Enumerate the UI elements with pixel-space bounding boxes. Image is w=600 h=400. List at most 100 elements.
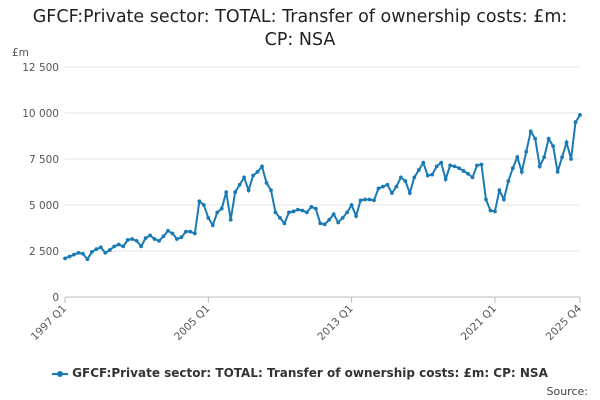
y-tick-label: 10 000 [22, 108, 59, 120]
point [452, 164, 457, 169]
point [340, 215, 345, 220]
point [497, 188, 502, 193]
point [72, 252, 76, 257]
point [94, 247, 99, 252]
point [542, 155, 547, 160]
point [528, 129, 533, 134]
point [112, 244, 117, 249]
legend-label: GFCF:Private sector: TOTAL: Transfer of … [72, 366, 548, 380]
point [116, 242, 121, 247]
point [515, 155, 520, 160]
point [475, 163, 479, 168]
point [466, 171, 470, 176]
point [425, 173, 430, 178]
point [139, 244, 144, 249]
point [421, 160, 426, 165]
point [224, 190, 229, 195]
point [107, 248, 112, 252]
point [157, 238, 161, 243]
point [219, 206, 224, 211]
x-tick-label: 2005 Q1 [172, 303, 212, 343]
point [484, 197, 488, 202]
point [304, 210, 309, 215]
point [546, 136, 551, 141]
point [242, 175, 247, 180]
point [255, 169, 260, 174]
point [394, 184, 399, 189]
point [269, 188, 273, 193]
point [318, 221, 323, 226]
point [89, 250, 94, 254]
point [461, 169, 466, 173]
point [98, 245, 103, 250]
point [493, 209, 497, 214]
point [282, 221, 287, 226]
point [385, 182, 390, 187]
point [390, 191, 394, 195]
point [327, 217, 332, 222]
x-tick-label: 2025 Q4 [544, 302, 585, 343]
y-tick-label: 7 500 [29, 154, 59, 166]
point [161, 234, 166, 239]
point [273, 210, 278, 215]
point [416, 168, 421, 172]
point [215, 210, 220, 215]
point [439, 160, 444, 165]
point [188, 229, 193, 234]
legend: GFCF:Private sector: TOTAL: Transfer of … [0, 366, 600, 380]
point [331, 212, 336, 217]
point [506, 179, 511, 183]
point [143, 236, 148, 241]
point [448, 163, 453, 168]
point [67, 254, 72, 259]
point [560, 155, 564, 160]
point [134, 238, 139, 243]
point [76, 250, 81, 255]
point [398, 175, 403, 180]
point [564, 140, 569, 145]
point [376, 186, 381, 191]
y-tick-label: 12 500 [22, 62, 59, 74]
point [519, 169, 524, 174]
point [354, 214, 358, 218]
point [291, 209, 296, 214]
point [201, 203, 206, 207]
point [569, 157, 573, 161]
point [313, 206, 318, 211]
legend-key [52, 370, 69, 377]
point [125, 238, 130, 242]
point [85, 257, 90, 262]
chart-title: GFCF:Private sector: TOTAL: Transfer of … [32, 7, 568, 50]
point [510, 166, 515, 171]
point [381, 184, 385, 189]
point [121, 244, 126, 249]
point [537, 164, 542, 169]
point [322, 222, 327, 227]
point [175, 237, 179, 241]
point [336, 220, 341, 225]
point [407, 191, 412, 195]
point [430, 172, 435, 177]
point [470, 175, 475, 180]
x-tick-label: 2013 Q1 [315, 303, 355, 343]
legend-dot [57, 370, 64, 377]
point [578, 112, 582, 117]
point [233, 190, 238, 195]
point [309, 204, 314, 209]
x-tick-label: 1997 Q1 [29, 303, 69, 343]
y-tick-label: 5 000 [29, 200, 59, 212]
point [533, 136, 538, 141]
point [246, 188, 251, 193]
point [264, 181, 269, 185]
point [210, 223, 215, 228]
point [501, 197, 506, 202]
point [81, 251, 85, 256]
point [295, 207, 300, 212]
point [358, 198, 363, 203]
point [479, 162, 484, 167]
point [260, 164, 264, 169]
y-axis-label: £m [12, 47, 29, 59]
point [443, 177, 448, 182]
